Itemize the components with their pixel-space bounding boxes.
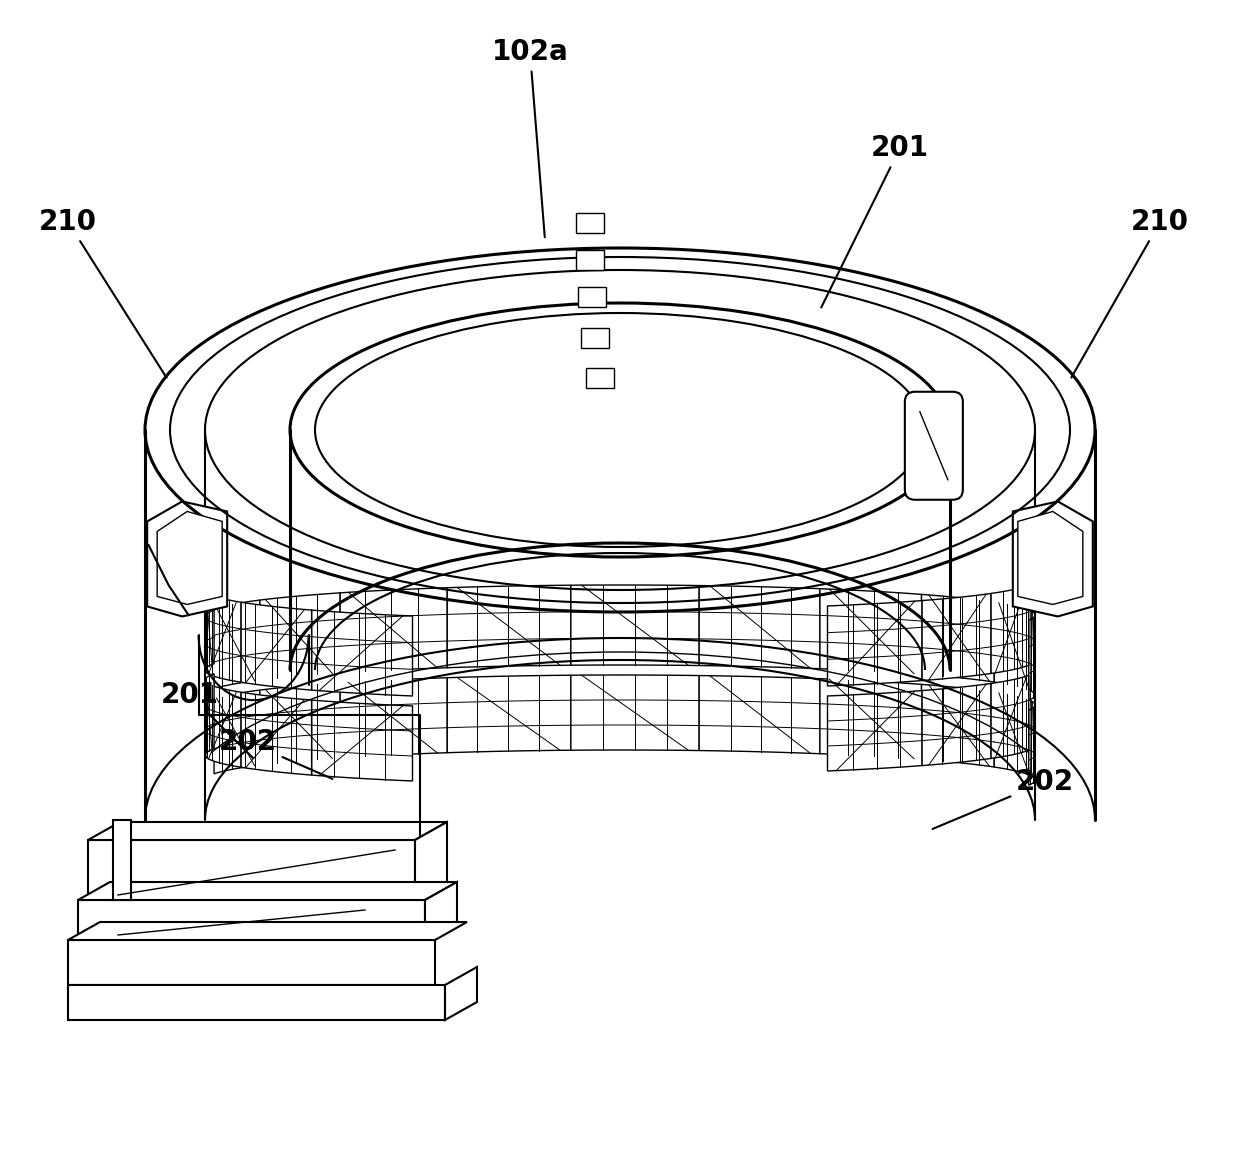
Polygon shape — [827, 691, 921, 770]
Polygon shape — [921, 683, 991, 766]
Polygon shape — [260, 593, 340, 680]
Polygon shape — [991, 585, 1029, 674]
Polygon shape — [699, 675, 820, 753]
Bar — [577, 250, 604, 270]
Text: 201: 201 — [821, 135, 929, 307]
Polygon shape — [88, 840, 415, 900]
Polygon shape — [170, 258, 1070, 820]
Polygon shape — [1029, 702, 1035, 785]
Polygon shape — [207, 683, 241, 767]
Polygon shape — [241, 692, 311, 775]
Polygon shape — [113, 820, 131, 900]
Text: 102a: 102a — [491, 38, 568, 237]
Polygon shape — [311, 700, 413, 781]
FancyBboxPatch shape — [905, 392, 962, 500]
Polygon shape — [205, 584, 215, 673]
Polygon shape — [921, 684, 994, 767]
Polygon shape — [340, 677, 448, 758]
Polygon shape — [820, 678, 921, 759]
Polygon shape — [215, 600, 260, 689]
Polygon shape — [1013, 501, 1092, 616]
Polygon shape — [699, 585, 820, 668]
Polygon shape — [340, 588, 448, 673]
Polygon shape — [78, 882, 458, 900]
Polygon shape — [68, 922, 467, 940]
Polygon shape — [994, 692, 1032, 776]
Bar — [582, 328, 609, 348]
Polygon shape — [991, 675, 1029, 759]
Polygon shape — [68, 986, 445, 1020]
Polygon shape — [88, 822, 446, 840]
Polygon shape — [570, 675, 699, 751]
Polygon shape — [78, 900, 425, 940]
Polygon shape — [207, 593, 241, 682]
Polygon shape — [311, 610, 413, 696]
Polygon shape — [68, 940, 435, 986]
Polygon shape — [148, 501, 227, 616]
Polygon shape — [157, 512, 222, 605]
Polygon shape — [290, 302, 950, 557]
Text: 202: 202 — [932, 768, 1074, 829]
Polygon shape — [921, 593, 991, 681]
Text: 210: 210 — [1071, 208, 1189, 377]
Bar — [577, 213, 604, 233]
Polygon shape — [994, 603, 1032, 691]
Polygon shape — [1018, 512, 1083, 605]
Polygon shape — [448, 675, 570, 753]
Polygon shape — [820, 589, 921, 674]
Text: 201: 201 — [161, 681, 253, 758]
Bar — [578, 288, 606, 307]
Polygon shape — [921, 595, 994, 682]
Polygon shape — [570, 585, 699, 666]
Polygon shape — [448, 585, 570, 668]
Polygon shape — [415, 822, 446, 900]
Text: 210: 210 — [38, 208, 166, 377]
Bar — [587, 368, 614, 388]
Polygon shape — [445, 967, 477, 1020]
Polygon shape — [205, 674, 215, 758]
Polygon shape — [425, 882, 458, 940]
Polygon shape — [260, 683, 340, 765]
Text: 202: 202 — [219, 728, 332, 779]
Polygon shape — [1029, 611, 1035, 700]
Polygon shape — [241, 603, 311, 690]
Polygon shape — [215, 690, 260, 774]
Polygon shape — [827, 600, 921, 687]
